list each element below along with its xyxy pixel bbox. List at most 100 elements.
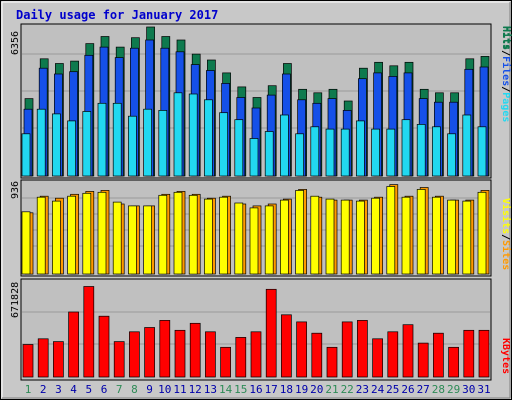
pages-bar-day-8 bbox=[128, 115, 137, 177]
x-label-day-1: 1 bbox=[25, 383, 32, 396]
x-label-day-3: 3 bbox=[55, 383, 62, 396]
legend-hits: Hits bbox=[501, 26, 512, 50]
visits-bar-day-20 bbox=[310, 195, 320, 275]
kbytes-bar-day-13 bbox=[205, 331, 216, 378]
pages-bar-day-31 bbox=[477, 126, 487, 177]
visits-bar-day-13 bbox=[204, 198, 213, 275]
kbytes-bar-day-4 bbox=[68, 311, 79, 378]
x-axis-day-labels: 1 2 3 4 5 6 7 8 9 10 11 12 13 14 15 16 17 18 19 20 21 22 23 24 2… bbox=[25, 383, 491, 396]
sites-panel-max-label: 936 bbox=[10, 181, 21, 199]
visits-bar-day-27 bbox=[416, 189, 426, 275]
x-label-day-27: 27 bbox=[417, 383, 430, 396]
x-label-day-9: 9 bbox=[146, 383, 153, 396]
visits-bar-day-28 bbox=[432, 196, 441, 275]
legend-files: Files bbox=[500, 56, 512, 86]
visits-bar-day-4 bbox=[67, 195, 76, 275]
kbytes-bar-day-9 bbox=[144, 327, 155, 378]
pages-bar-day-22 bbox=[340, 128, 350, 177]
pages-bar-day-2 bbox=[36, 108, 46, 177]
legend-sites: Sites bbox=[500, 240, 512, 270]
legend-hits: Hits bbox=[500, 26, 512, 50]
x-label-day-16: 16 bbox=[249, 383, 262, 396]
visits-bar-day-12 bbox=[188, 194, 198, 275]
kbytes-bar-day-27 bbox=[417, 342, 429, 378]
visits-bar-day-25 bbox=[386, 186, 396, 275]
x-label-day-19: 19 bbox=[295, 383, 308, 396]
kbytes-bar-day-5 bbox=[83, 286, 95, 378]
visits-bar-day-8 bbox=[128, 205, 137, 275]
visits-bar-day-1 bbox=[21, 211, 31, 275]
chart-title: Daily usage for January 2017 bbox=[16, 8, 218, 22]
pages-bar-day-3 bbox=[52, 113, 61, 177]
kbytes-bar-day-6 bbox=[98, 315, 110, 378]
visits-bar-day-14 bbox=[219, 196, 228, 275]
pages-bar-day-10 bbox=[158, 110, 168, 177]
kbytes-bar-day-11 bbox=[174, 329, 186, 378]
pages-bar-day-28 bbox=[432, 126, 441, 177]
x-label-day-17: 17 bbox=[265, 383, 278, 396]
pages-bar-day-5 bbox=[82, 111, 92, 177]
kbytes-bar-day-3 bbox=[53, 341, 64, 378]
pages-bar-day-16 bbox=[249, 138, 259, 177]
kbytes-bar-day-31 bbox=[478, 329, 490, 378]
x-label-day-6: 6 bbox=[101, 383, 108, 396]
legend2-text: Visits/Sites bbox=[500, 198, 512, 270]
visits-bar-day-26 bbox=[401, 196, 411, 275]
x-label-day-10: 10 bbox=[158, 383, 171, 396]
visits-bar-day-2 bbox=[36, 196, 46, 275]
legend-separator: / bbox=[500, 234, 511, 240]
kbytes-bar-day-17 bbox=[265, 288, 277, 378]
visits-bar-day-24 bbox=[371, 197, 380, 275]
pages-bar-day-1 bbox=[21, 133, 31, 177]
visits-bar-day-17 bbox=[264, 205, 274, 275]
x-label-day-7: 7 bbox=[116, 383, 123, 396]
pages-bar-day-4 bbox=[67, 120, 76, 177]
x-label-day-31: 31 bbox=[477, 383, 490, 396]
pages-bar-day-15 bbox=[234, 119, 244, 177]
visits-bar-day-15 bbox=[234, 202, 244, 275]
kbytes-bar-day-18 bbox=[281, 314, 292, 378]
pages-bar-day-29 bbox=[447, 133, 456, 177]
x-label-day-30: 30 bbox=[462, 383, 475, 396]
visits-bar-day-23 bbox=[356, 200, 365, 275]
panel3-legend-group: KBytes bbox=[500, 338, 511, 374]
kbytes-bar-day-14 bbox=[220, 346, 231, 378]
x-label-day-13: 13 bbox=[204, 383, 217, 396]
visits-bar-day-31 bbox=[477, 191, 487, 275]
visits-bar-day-19 bbox=[295, 190, 304, 275]
kbytes-bar-day-15 bbox=[235, 337, 247, 378]
kbytes-bar-day-30 bbox=[463, 329, 475, 378]
kbytes-bar-day-8 bbox=[129, 331, 140, 378]
visits-bar-day-16 bbox=[249, 207, 259, 275]
kbytes-bar-day-19 bbox=[296, 321, 307, 378]
kbytes-bar-day-1 bbox=[22, 344, 34, 378]
x-label-day-25: 25 bbox=[386, 383, 399, 396]
hits-files-pages-legend: Hits bbox=[501, 26, 512, 50]
kbytes-bar-day-10 bbox=[159, 320, 171, 378]
pages-bar-day-19 bbox=[295, 133, 304, 177]
kbytes-bar-day-16 bbox=[250, 331, 262, 378]
x-label-day-22: 22 bbox=[341, 383, 354, 396]
pages-bar-day-12 bbox=[188, 93, 198, 177]
x-label-day-23: 23 bbox=[356, 383, 369, 396]
visits-bar-day-10 bbox=[158, 194, 168, 275]
hits-panel-max-label: 6356 bbox=[10, 31, 21, 55]
legend3-text: KBytes bbox=[500, 338, 511, 374]
x-label-day-4: 4 bbox=[70, 383, 77, 396]
visits-bar-day-18 bbox=[280, 199, 289, 275]
pages-bar-day-14 bbox=[219, 112, 228, 177]
kbytes-bar-day-22 bbox=[341, 321, 353, 378]
visits-bar-day-9 bbox=[143, 205, 152, 275]
x-label-day-21: 21 bbox=[325, 383, 338, 396]
kbytes-panel-max-label: 671828 bbox=[10, 282, 21, 318]
pages-bar-day-7 bbox=[112, 102, 122, 177]
legend-pages: Pages bbox=[500, 92, 511, 122]
legend-kbytes: KBytes bbox=[500, 338, 511, 374]
visits-bar-day-22 bbox=[340, 199, 350, 275]
visits-bar-day-11 bbox=[173, 191, 183, 275]
x-label-day-20: 20 bbox=[310, 383, 323, 396]
kbytes-bar-day-28 bbox=[433, 332, 444, 378]
pages-bar-day-27 bbox=[416, 124, 426, 177]
